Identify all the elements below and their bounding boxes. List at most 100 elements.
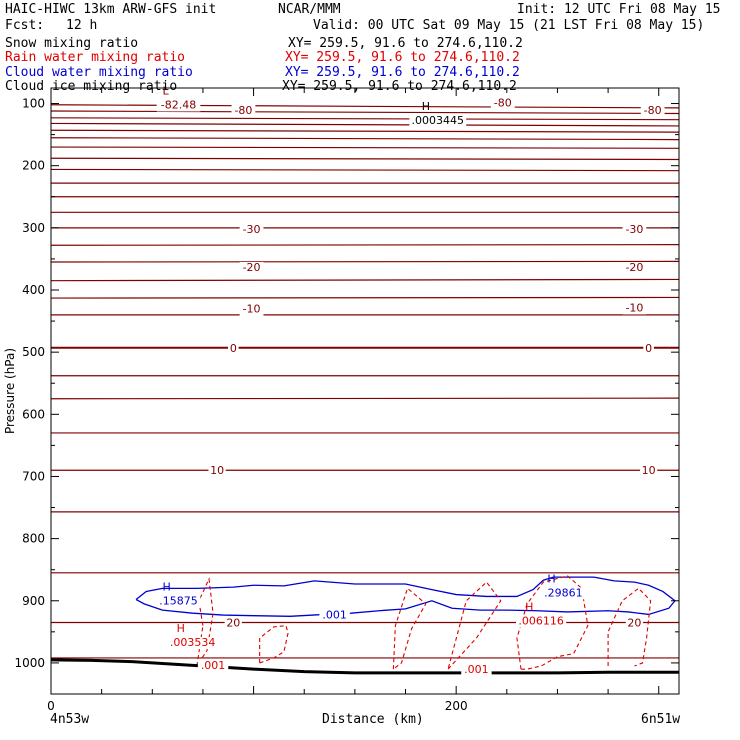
y-tick-label-6: 700 [22, 469, 45, 483]
cloud-water-contour [135, 576, 676, 617]
temperature-label-11-bg [208, 465, 226, 478]
contour-value-label-1-bg [197, 659, 229, 672]
temperature-contour-2 [50, 117, 680, 121]
temperature-label-12-bg [640, 465, 658, 478]
y-tick-label-5: 600 [22, 407, 45, 421]
temperature-label-6: -20 [625, 261, 643, 274]
extremum-letter-4: H [177, 622, 185, 635]
temperature-contour-5 [50, 137, 680, 141]
temperature-contour-7 [50, 157, 680, 161]
extremum-value-0-bg [156, 99, 201, 112]
temperature-label-1: -80 [494, 96, 512, 109]
extremum-value-4: .003534 [170, 636, 216, 649]
plot-frame [50, 87, 680, 695]
rain-contour-1 [259, 625, 289, 664]
extremum-value-4-bg [167, 637, 218, 650]
extremum-letter-0: L [162, 84, 169, 97]
x-tick-label-1: 200 [445, 699, 468, 713]
temperature-contour-1 [50, 110, 680, 115]
extremum-value-5: .006116 [518, 614, 564, 627]
cloud-water-contours [135, 576, 676, 617]
temperature-label-9-bg [228, 342, 239, 355]
temperature-label-6-bg [622, 262, 647, 275]
temperature-label-9: 0 [230, 342, 237, 355]
temperature-label-11: 10 [210, 464, 224, 477]
extremum-letter-3: H [547, 572, 555, 585]
y-tick-label-9: 1000 [14, 656, 45, 670]
x-tick-label-0: 0 [47, 699, 55, 713]
field-name-snow: Snow mixing ratio [5, 36, 139, 51]
temperature-label-10: 0 [645, 342, 652, 355]
extremum-value-2-bg [156, 595, 201, 608]
temperature-label-2-bg [640, 104, 665, 117]
temperature-label-4: -30 [625, 223, 643, 236]
temperature-contour-3 [50, 122, 680, 127]
contour-value-label-2: .001 [464, 663, 489, 676]
temperature-label-3-bg [239, 224, 264, 237]
temperature-label-4-bg [622, 224, 647, 237]
right-endpoint-label: 6n51w [641, 712, 681, 727]
extremum-letter-5: H [525, 600, 533, 613]
temperature-label-0-bg [231, 104, 256, 117]
extremum-value-0: -82.48 [161, 98, 196, 111]
temperature-label-13: 20 [226, 617, 240, 630]
terrain-line [50, 658, 679, 675]
y-axis-title: Pressure (hPa) [3, 348, 17, 434]
temperature-label-1-bg [490, 97, 515, 110]
extremum-value-1: .0003445 [412, 114, 465, 127]
model-title: HAIC-HIWC 13km ARW-GFS init [5, 2, 217, 17]
temperature-contour-20 [50, 397, 680, 400]
rain-contour-3 [447, 581, 502, 670]
temperature-label-10-bg [643, 342, 654, 355]
rain-contour-5 [607, 587, 652, 667]
temperature-label-8-bg [622, 302, 647, 315]
terrain-surface [50, 658, 679, 675]
temperature-label-2: -80 [644, 104, 662, 117]
temperature-label-3: -30 [243, 223, 261, 236]
temperature-contours [50, 104, 680, 659]
field-name-cloud-ice: Cloud ice mixing ratio [5, 79, 178, 94]
field-xy-rain: XY= 259.5, 91.6 to 274.6,110.2 [285, 50, 520, 65]
y-tick-label-7: 800 [22, 532, 45, 546]
forecast-label: Fcst: [5, 18, 45, 33]
y-tick-label-3: 400 [22, 283, 45, 297]
temperature-contour-14 [50, 260, 680, 263]
temperature-label-5: -20 [243, 261, 261, 274]
rain-contours [196, 575, 652, 670]
field-name-rain: Rain water mixing ratio [5, 50, 186, 65]
init-time: Init: 12 UTC Fri 08 May 15 [517, 2, 721, 17]
temperature-contour-0 [50, 104, 680, 109]
extremum-value-1-bg [409, 114, 467, 127]
extremum-value-3-bg [541, 587, 586, 600]
temperature-label-13-bg [224, 617, 242, 630]
extremum-value-2: .15875 [159, 594, 198, 607]
extremum-value-3: .29861 [544, 586, 583, 599]
field-xy-cloud-ice: XY= 259.5, 91.6 to 274.6,110.2 [282, 79, 517, 94]
valid-time: Valid: 00 UTC Sat 09 May 15 (21 LST Fri … [313, 18, 705, 33]
y-tick-label-8: 900 [22, 594, 45, 608]
y-tick-label-1: 200 [22, 159, 45, 173]
temperature-label-7-bg [239, 303, 264, 316]
y-tick-label-0: 100 [22, 97, 45, 111]
extremum-letter-1: H [422, 100, 430, 113]
temperature-label-5-bg [239, 262, 264, 275]
temperature-label-0: -80 [234, 104, 252, 117]
field-xy-snow: XY= 259.5, 91.6 to 274.6,110.2 [288, 36, 523, 51]
forecast-hours: 12 h [66, 18, 98, 33]
temperature-contour-13 [50, 244, 680, 246]
left-endpoint-label: 4n53w [50, 712, 90, 727]
field-xy-cloud-water: XY= 259.5, 91.6 to 274.6,110.2 [285, 65, 520, 80]
y-tick-label-4: 500 [22, 345, 45, 359]
x-axis-title: Distance (km) [322, 712, 424, 727]
contour-value-label-1: .001 [201, 659, 226, 672]
extremum-value-5-bg [516, 615, 567, 628]
center-label: NCAR/MMM [278, 2, 341, 17]
temperature-label-7: -10 [243, 303, 261, 316]
contour-value-label-2-bg [461, 664, 492, 677]
temperature-label-12: 10 [642, 464, 656, 477]
contour-value-label-0-bg [319, 609, 350, 622]
temperature-contour-4 [50, 129, 680, 133]
